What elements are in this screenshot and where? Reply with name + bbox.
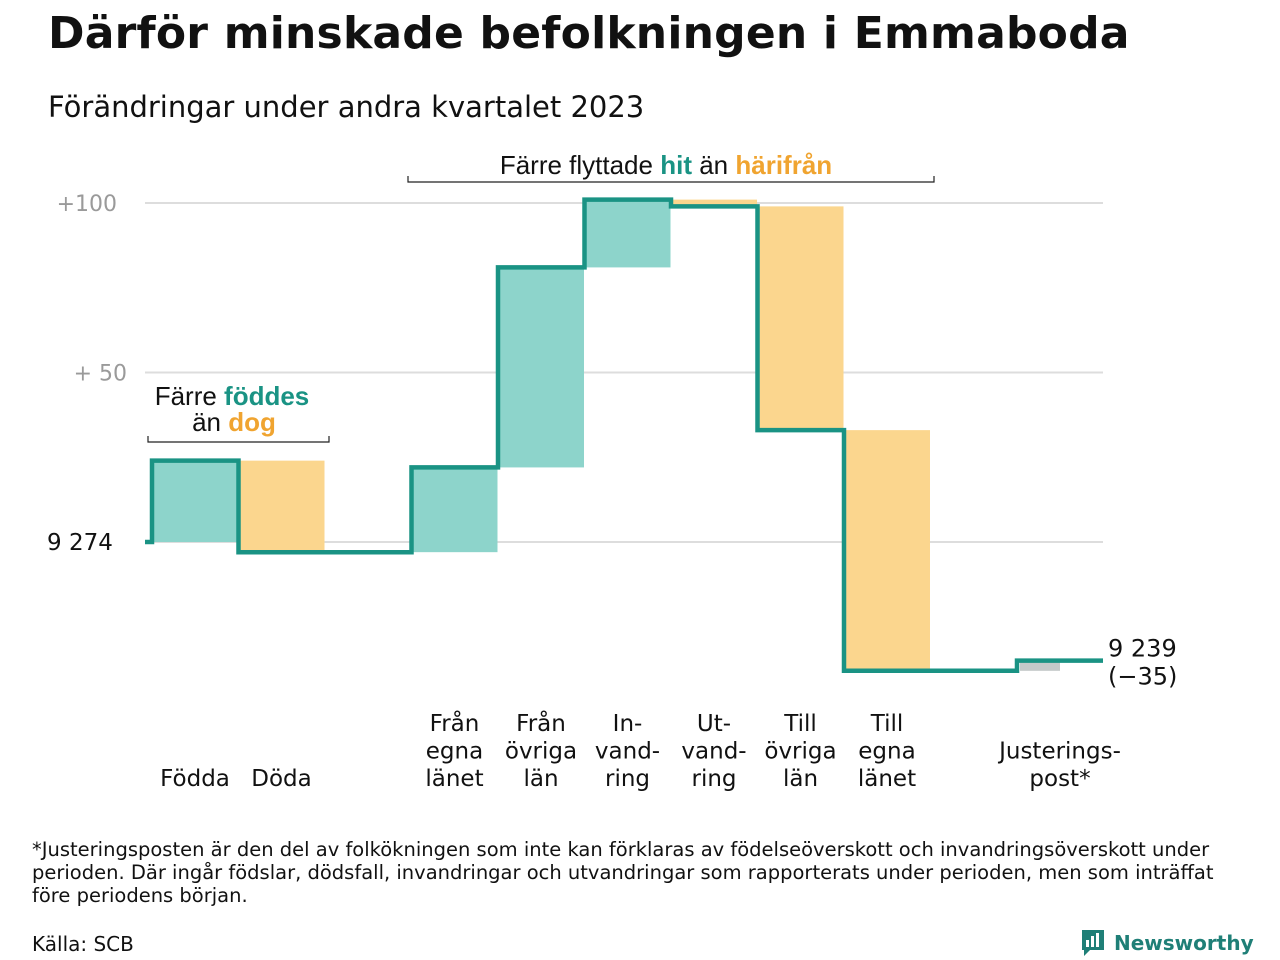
y-axis-ticks: +100 + 50 9 274 — [47, 192, 127, 556]
bar-från-övriga-län — [498, 267, 584, 468]
annotation-births-deaths: Färre föddes än dog — [147, 381, 330, 443]
waterfall-chart: +100 + 50 9 274 9 239 (−35) Födda Döda Frå… — [47, 150, 1177, 792]
category-label-line: Från — [430, 709, 480, 737]
category-label-line: egna — [426, 739, 483, 765]
category-label: Justerings-post* — [997, 739, 1121, 793]
annotation-migration: Färre flyttade hit än härifrån — [407, 150, 935, 183]
logo-text: Newsworthy — [1114, 931, 1254, 955]
category-label-line: övriga — [764, 739, 836, 765]
annotation-line-2: än dog — [192, 407, 276, 437]
category-label-line: post* — [1029, 766, 1090, 792]
chart-subtitle: Förändringar under andra kvartalet 2023 — [48, 90, 645, 124]
step-line — [145, 197, 1103, 674]
annotation-bracket — [407, 176, 935, 183]
bars — [152, 199, 1060, 671]
category-label-line: län — [523, 766, 558, 792]
source-label: Källa: SCB — [32, 932, 134, 956]
category-label-line: ring — [691, 766, 736, 792]
category-label: Döda — [251, 766, 311, 792]
category-label-line: vand- — [595, 739, 660, 765]
bar-justeringspost- — [1020, 660, 1060, 671]
category-label-line: vand- — [681, 739, 746, 765]
bar-döda — [238, 460, 325, 553]
category-label-line: Födda — [160, 766, 230, 792]
category-label-line: Till — [870, 711, 904, 737]
category-label: Från övriga län — [505, 709, 577, 792]
category-label: Till egna länet — [858, 711, 916, 792]
bar-invandring — [584, 199, 671, 268]
category-label-line: länet — [425, 766, 483, 792]
category-label: Ut-vand-ring — [681, 711, 746, 792]
category-label-line: egna — [858, 739, 915, 765]
category-label-line: Justerings- — [997, 739, 1121, 765]
end-value-label: 9 239 — [1108, 635, 1177, 663]
category-label: Från egna länet — [425, 709, 483, 792]
category-label-line: Ut- — [697, 711, 731, 737]
category-label-line: län — [783, 766, 818, 792]
bar-födda — [152, 460, 238, 542]
chart-title: Därför minskade befolkningen i Emmaboda — [48, 8, 1130, 59]
annotation-text: än — [192, 407, 228, 437]
annotation-line: Färre flyttade hit än härifrån — [500, 150, 832, 180]
annotation-text: Färre flyttade — [500, 150, 660, 180]
bar-chart-logo-icon — [1082, 930, 1104, 956]
category-label: In-vand-ring — [595, 711, 660, 792]
category-label: Till övriga län — [764, 711, 836, 792]
annotation-text: Färre — [155, 381, 224, 411]
category-label-line: Döda — [251, 766, 311, 792]
y-tick-label-100: +100 — [57, 192, 117, 217]
category-label-line: länet — [858, 766, 916, 792]
start-value-label: 9 274 — [47, 530, 113, 556]
annotation-highlight-teal: föddes — [224, 381, 309, 411]
category-label-line: övriga — [505, 739, 577, 765]
bar-från-egna-länet — [411, 467, 498, 553]
category-label-line: Till — [783, 711, 817, 737]
category-label-line: In- — [613, 711, 643, 737]
category-label: Födda — [160, 766, 230, 792]
annotation-highlight-teal: hit — [660, 150, 692, 180]
annotation-bracket — [147, 436, 330, 443]
end-value-labels: 9 239 (−35) — [1108, 635, 1177, 691]
bar-till-övriga-län — [757, 206, 844, 431]
footnote: *Justeringsposten är den del av folkökni… — [32, 838, 1214, 907]
annotation-text: än — [692, 150, 735, 180]
category-label-line: Från — [516, 709, 566, 737]
bar-till-egna-länet — [844, 430, 930, 671]
y-tick-label-50: + 50 — [74, 362, 127, 387]
annotation-line-1: Färre föddes — [155, 381, 310, 411]
newsworthy-logo: Newsworthy — [1080, 928, 1254, 958]
annotation-highlight-orange: dog — [228, 407, 276, 437]
annotation-highlight-orange: härifrån — [735, 150, 832, 180]
waterfall-step-line — [145, 197, 1103, 674]
end-change-label: (−35) — [1108, 663, 1177, 691]
bar-utvandring — [671, 199, 757, 207]
category-label-line: ring — [605, 766, 650, 792]
